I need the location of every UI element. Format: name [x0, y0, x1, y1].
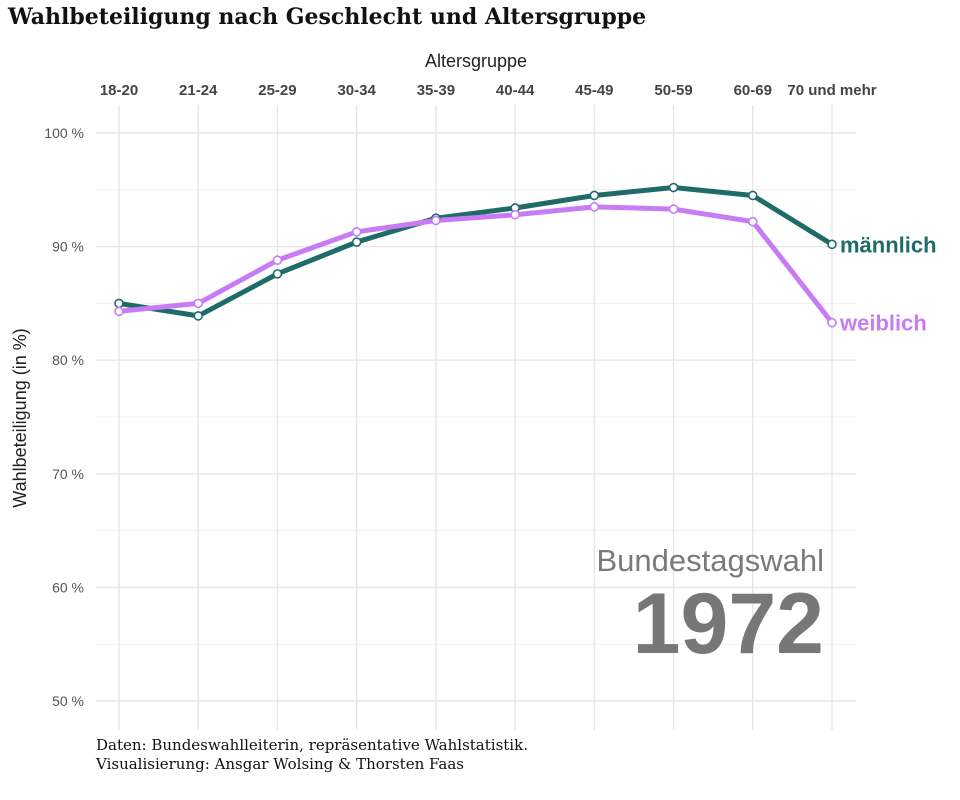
y-axis-label: Wahlbeteiligung (in %): [10, 328, 30, 507]
x-tick-label: 70 und mehr: [787, 82, 876, 99]
x-tick-label: 21-24: [179, 82, 218, 99]
x-tick-label: 50-59: [654, 82, 692, 99]
y-tick-label: 70 %: [52, 466, 84, 482]
x-tick-label: 30-34: [337, 82, 376, 99]
y-tick-label: 90 %: [52, 239, 84, 255]
x-tick-label: 60-69: [734, 82, 772, 99]
data-point-weiblich: [510, 209, 520, 220]
data-point-weiblich: [747, 216, 758, 227]
caption-credit: Visualisierung: Ansgar Wolsing & Thorste…: [96, 755, 464, 773]
y-tick-label: 50 %: [52, 693, 84, 709]
x-tick-label: 40-44: [496, 82, 535, 99]
annotation-subtitle: Bundestagswahl: [597, 543, 825, 578]
data-point-weiblich: [193, 298, 204, 309]
series-line-männlich: [116, 185, 835, 319]
y-tick-label: 100 %: [44, 125, 84, 141]
data-point-männlich: [193, 311, 204, 321]
data-point-männlich: [114, 298, 124, 309]
x-tick-label: 25-29: [258, 82, 296, 99]
series-lines: [114, 182, 837, 328]
series-labels: männlich weiblich: [839, 232, 937, 335]
x-axis-ticks: 18-20 21-24 25-29 30-34 35-39 40-44 45-49 50-59…: [100, 82, 877, 99]
y-tick-label: 80 %: [52, 352, 84, 368]
data-point-weiblich: [114, 306, 124, 317]
y-tick-label: 60 %: [52, 579, 84, 595]
series-line-weiblich: [116, 204, 835, 326]
chart-title: Wahlbeteiligung nach Geschlecht und Alte…: [8, 4, 647, 30]
annotation-year: 1972: [633, 576, 824, 672]
y-axis-ticks: 50 % 60 % 70 % 80 % 90 % 100 %: [44, 125, 84, 709]
caption: Daten: Bundeswahlleiterin, repräsentativ…: [96, 736, 528, 774]
data-point-weiblich: [668, 204, 679, 214]
series-label-männlich: männlich: [840, 232, 937, 257]
data-point-männlich: [747, 190, 758, 201]
data-point-weiblich: [827, 317, 837, 328]
data-point-weiblich: [272, 255, 283, 266]
data-point-männlich: [668, 182, 679, 193]
data-point-männlich: [827, 239, 837, 250]
data-point-weiblich: [351, 227, 362, 237]
x-axis-label: Altersgruppe: [425, 51, 527, 71]
data-point-weiblich: [589, 202, 600, 212]
x-tick-label: 35-39: [417, 82, 455, 99]
data-point-männlich: [351, 237, 362, 247]
data-point-männlich: [272, 269, 283, 279]
data-point-männlich: [589, 190, 600, 201]
series-label-weiblich: weiblich: [839, 311, 927, 336]
x-tick-label: 18-20: [100, 82, 138, 99]
x-tick-label: 45-49: [575, 82, 613, 99]
caption-source: Daten: Bundeswahlleiterin, repräsentativ…: [96, 736, 528, 754]
data-point-weiblich: [431, 215, 441, 226]
